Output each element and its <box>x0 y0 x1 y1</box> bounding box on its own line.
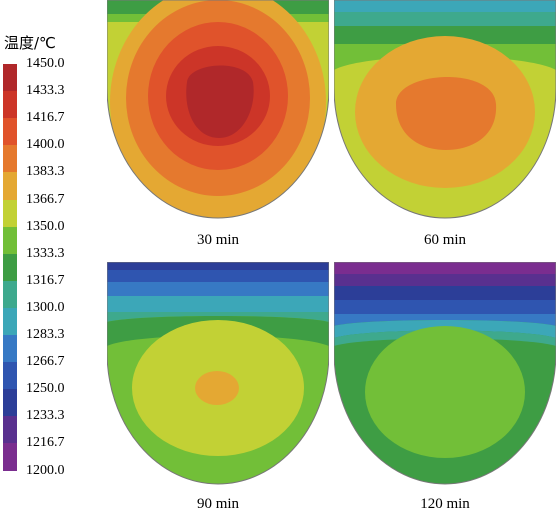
legend-tick-label: 1333.3 <box>26 245 65 261</box>
legend-swatch <box>3 253 17 282</box>
legend-swatch <box>3 64 17 92</box>
legend-swatch <box>3 172 17 200</box>
legend-tick-label: 1366.7 <box>26 191 65 207</box>
legend-swatch <box>3 199 17 228</box>
legend-tick-label: 1233.3 <box>26 408 65 424</box>
legend-tick-label: 1400.0 <box>26 137 65 153</box>
legend-tick-label: 1200.0 <box>26 462 65 478</box>
legend-swatch <box>3 280 17 309</box>
panel-60min <box>334 0 556 219</box>
legend-tick-label: 1350.0 <box>26 218 65 234</box>
legend-swatch <box>3 226 17 255</box>
caption-60min: 60 min <box>423 232 467 248</box>
legend-tick-label: 1316.7 <box>26 272 65 288</box>
panel-120min <box>334 262 556 485</box>
legend-swatch <box>3 335 17 363</box>
legend-swatch <box>3 416 17 444</box>
legend-tick-label: 1216.7 <box>26 435 65 451</box>
legend-tick-label: 1250.0 <box>26 381 65 397</box>
legend-tick-label: 1266.7 <box>26 354 65 370</box>
caption-120min: 120 min <box>420 496 470 512</box>
caption-90min: 90 min <box>196 496 240 512</box>
legend-tick-label: 1416.7 <box>26 110 65 126</box>
legend-tick-label: 1383.3 <box>26 164 65 180</box>
color-legend: 温度/℃ 1450.0 1433.3 1416.7 1400.0 1383.3 1366.… <box>0 0 110 520</box>
legend-title: 温度/℃ <box>4 34 56 52</box>
legend-tick-label: 1450.0 <box>26 56 65 71</box>
legend-tick-label: 1283.3 <box>26 327 65 342</box>
legend-tick-label: 1300.0 <box>26 299 65 315</box>
panel-90min <box>107 262 329 485</box>
legend-swatch <box>3 91 17 119</box>
legend-swatch <box>3 443 17 471</box>
legend-swatch <box>3 389 17 417</box>
legend-swatch <box>3 145 17 173</box>
legend-swatch <box>3 362 17 390</box>
legend-swatch <box>3 307 17 336</box>
legend-swatch <box>3 118 17 146</box>
legend-tick-label: 1433.3 <box>26 83 65 99</box>
caption-30min: 30 min <box>196 232 240 248</box>
panel-30min <box>107 0 329 219</box>
